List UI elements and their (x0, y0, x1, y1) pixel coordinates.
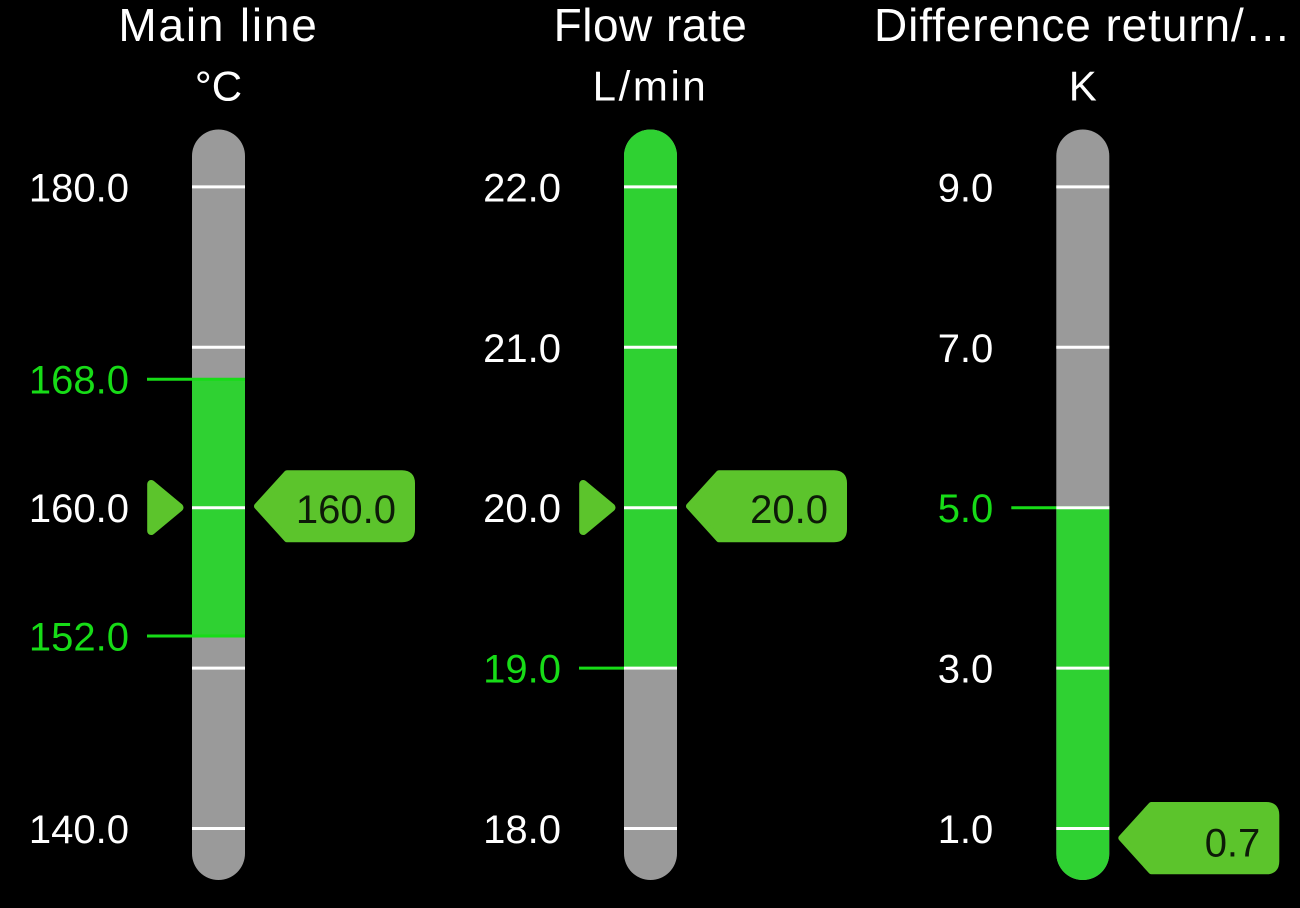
svg-text:7.0: 7.0 (938, 327, 994, 371)
svg-text:160.0: 160.0 (29, 487, 129, 531)
svg-text:180.0: 180.0 (29, 166, 129, 210)
svg-text:20.0: 20.0 (750, 488, 828, 532)
svg-text:1.0: 1.0 (938, 808, 994, 852)
svg-text:Flow rate: Flow rate (554, 0, 748, 51)
svg-text:°C: °C (195, 62, 242, 109)
svg-text:22.0: 22.0 (483, 166, 561, 210)
svg-text:Main line: Main line (118, 0, 318, 51)
svg-text:18.0: 18.0 (483, 808, 561, 852)
svg-text:152.0: 152.0 (29, 616, 129, 660)
svg-text:0.7: 0.7 (1205, 822, 1261, 866)
svg-text:Difference return/…: Difference return/… (874, 0, 1292, 51)
svg-text:19.0: 19.0 (483, 648, 561, 692)
svg-text:160.0: 160.0 (296, 488, 396, 532)
svg-text:168.0: 168.0 (29, 359, 129, 403)
svg-text:140.0: 140.0 (29, 808, 129, 852)
svg-text:21.0: 21.0 (483, 327, 561, 371)
svg-text:K: K (1069, 62, 1097, 109)
svg-text:5.0: 5.0 (938, 487, 994, 531)
svg-text:9.0: 9.0 (938, 166, 994, 210)
svg-text:3.0: 3.0 (938, 648, 994, 692)
svg-text:L/min: L/min (593, 62, 709, 109)
svg-text:20.0: 20.0 (483, 487, 561, 531)
